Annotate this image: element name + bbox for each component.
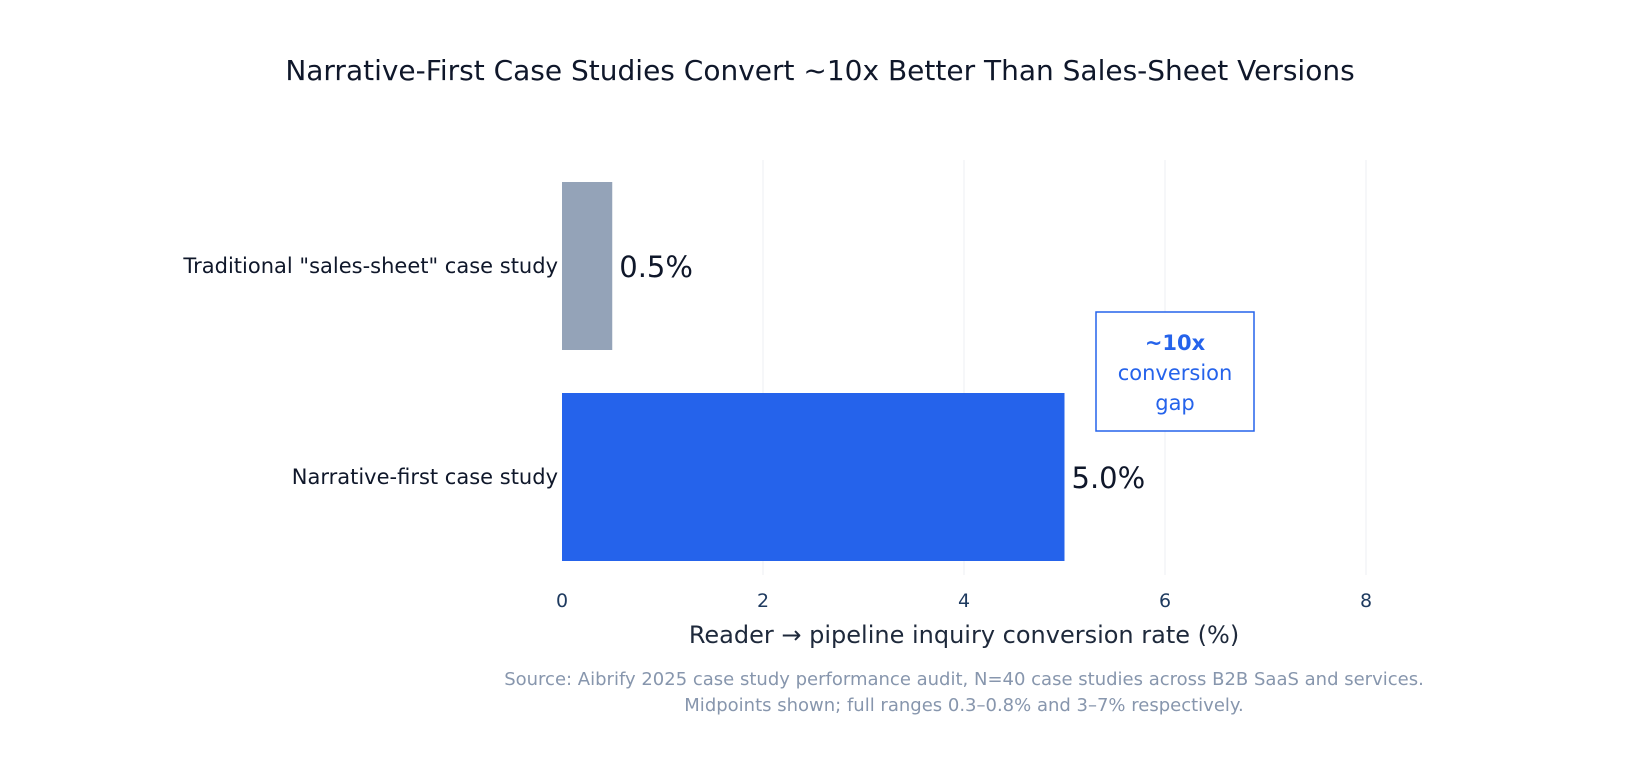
y-tick-label: Narrative-first case study <box>292 465 558 489</box>
x-tick-label: 8 <box>1360 590 1372 612</box>
chart-title: Narrative-First Case Studies Convert ~10… <box>285 54 1354 87</box>
x-tick-label: 6 <box>1159 590 1171 612</box>
x-axis-title: Reader → pipeline inquiry conversion rat… <box>689 621 1239 649</box>
y-tick-label: Traditional "sales-sheet" case study <box>182 254 558 278</box>
source-line-2: Midpoints shown; full ranges 0.3–0.8% an… <box>684 695 1243 716</box>
x-tick-label: 2 <box>757 590 769 612</box>
source-line-1: Source: Aibrify 2025 case study performa… <box>504 669 1424 690</box>
annotation-box <box>1095 311 1255 432</box>
annotation-line-2: gap <box>1155 391 1195 415</box>
data-label: 0.5% <box>619 250 693 284</box>
x-tick-label: 0 <box>556 590 568 612</box>
annotation-line-1: conversion <box>1118 361 1233 385</box>
data-label: 5.0% <box>1072 461 1146 495</box>
bar <box>562 393 1065 561</box>
bar <box>562 182 613 350</box>
annotation-bold: ~10x <box>1145 331 1206 355</box>
x-tick-label: 4 <box>958 590 970 612</box>
